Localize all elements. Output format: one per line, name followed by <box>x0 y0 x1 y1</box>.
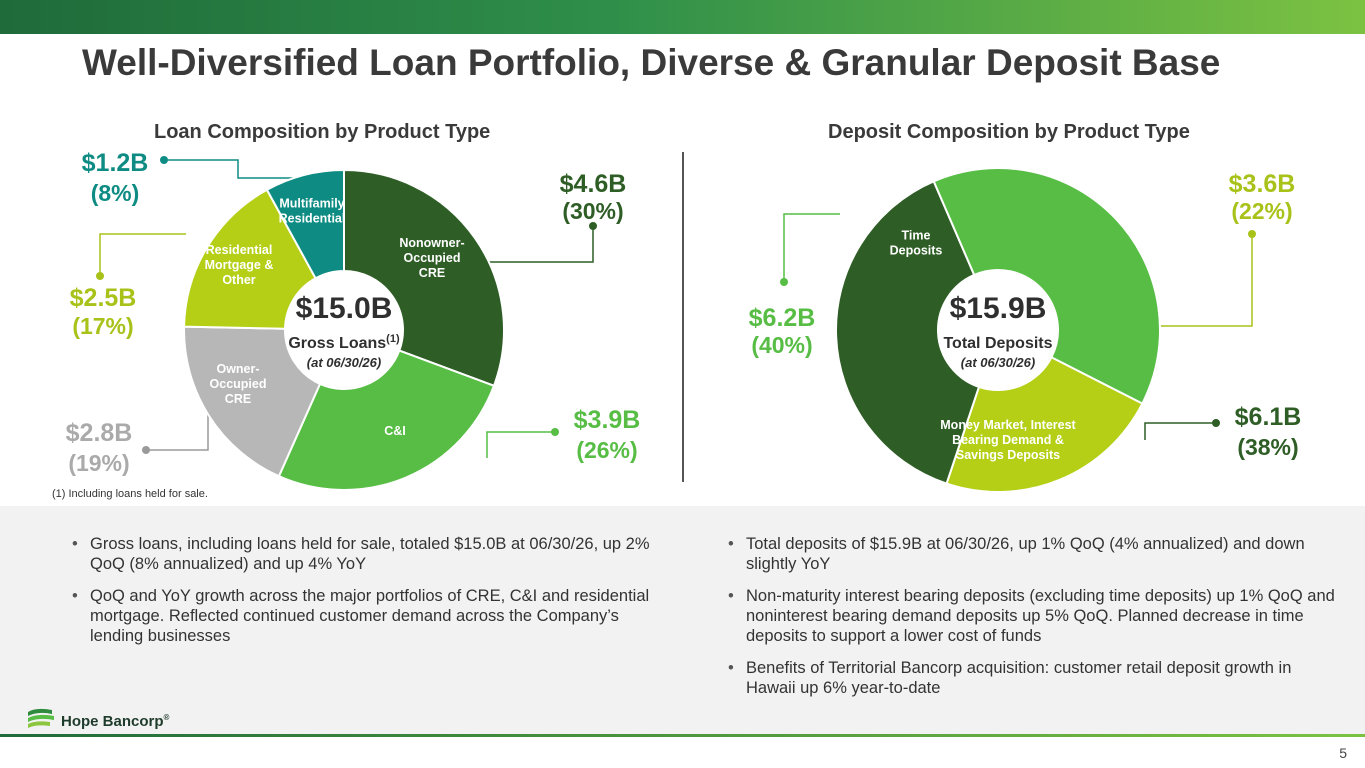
deposit-slice-money-market-interest-bearing-demand-savings-deposits <box>835 179 981 485</box>
deposit-slice-label: Savings Deposits <box>956 448 1060 462</box>
loan-slice-label: Occupied <box>404 251 461 265</box>
loan-center-date: (at 06/30/26) <box>307 355 381 370</box>
deposit-callout-line <box>783 213 840 282</box>
loan-callout-dot <box>160 156 168 164</box>
deposit-value-label: $6.1B <box>1235 403 1302 431</box>
loan-callout-line <box>99 233 186 276</box>
loan-slice-label: Nonowner- <box>399 236 464 250</box>
loan-value-label: $2.5B <box>70 284 137 312</box>
loan-slice-nonowner-occupied-cre <box>343 168 505 388</box>
deposit-percent-label: (38%) <box>1237 434 1298 460</box>
deposit-center-total: $15.9B <box>950 292 1047 325</box>
deposit-commentary: Total deposits of $15.9B at 06/30/26, up… <box>728 534 1338 710</box>
brand-name: Hope Bancorp® <box>61 713 170 730</box>
bottom-rule <box>0 734 1365 737</box>
loan-value-label: $4.6B <box>560 170 627 198</box>
loan-value-label: $1.2B <box>82 149 149 177</box>
loan-center-total: $15.0B <box>296 292 393 325</box>
deposit-chart-title: Deposit Composition by Product Type <box>828 121 1190 143</box>
loan-percent-label: (8%) <box>91 180 140 206</box>
loan-slice-label: Residential <box>206 243 273 257</box>
chart-divider <box>682 152 684 482</box>
page-number: 5 <box>1339 745 1347 761</box>
loan-value-label: $2.8B <box>66 419 133 447</box>
footnote: (1) Including loans held for sale. <box>52 488 208 500</box>
deposit-percent-label: (22%) <box>1231 198 1292 224</box>
loan-callout-dot <box>551 428 559 436</box>
loan-center-label: Gross Loans(1) <box>288 333 400 352</box>
deposit-bullet: Benefits of Territorial Bancorp acquisit… <box>728 658 1338 698</box>
loan-slice-label: Other <box>222 273 255 287</box>
deposit-callout-line <box>1144 422 1216 440</box>
deposit-slice-label: Time <box>902 229 931 243</box>
deposit-slice-label: Money Market, Interest <box>940 418 1076 432</box>
loan-value-label: $3.9B <box>574 406 641 434</box>
loan-slice-label: Occupied <box>210 377 267 391</box>
loan-percent-label: (30%) <box>562 198 623 224</box>
loan-commentary: Gross loans, including loans held for sa… <box>72 534 662 658</box>
deposit-callout-line <box>1160 234 1253 327</box>
loan-bullet: QoQ and YoY growth across the major port… <box>72 586 662 646</box>
deposit-callout-dot <box>1248 230 1256 238</box>
page-title: Well-Diversified Loan Portfolio, Diverse… <box>82 42 1221 83</box>
top-gradient-bar <box>0 0 1365 34</box>
loan-callout-dot <box>142 446 150 454</box>
loan-chart-title: Loan Composition by Product Type <box>154 121 491 143</box>
deposit-slice-label: Bearing Demand & <box>952 433 1064 447</box>
loan-slice-label: CRE <box>225 392 251 406</box>
loan-slice-label: Residential <box>279 212 346 226</box>
loan-slice-label: Multifamily <box>279 197 344 211</box>
deposit-slice-label: Deposits <box>890 244 943 258</box>
deposit-callout-dot <box>1212 419 1220 427</box>
loan-donut-hole <box>285 271 403 389</box>
loan-slice-label: Owner- <box>216 362 259 376</box>
loan-percent-label: (17%) <box>72 313 133 339</box>
loan-callout-dot <box>589 222 597 230</box>
loan-center-footnote-ref: (1) <box>386 333 400 345</box>
loan-bullet: Gross loans, including loans held for sa… <box>72 534 662 574</box>
loan-slice-label: C&I <box>384 424 406 438</box>
loan-callout-dot <box>96 272 104 280</box>
deposit-center-date: (at 06/30/26) <box>961 355 1035 370</box>
hope-bancorp-logo-icon <box>28 708 54 728</box>
deposit-bullet: Non-maturity interest bearing deposits (… <box>728 586 1338 646</box>
deposit-value-label: $3.6B <box>1229 170 1296 198</box>
loan-callout-line <box>486 431 555 458</box>
loan-percent-label: (26%) <box>576 437 637 463</box>
deposit-value-label: $6.2B <box>749 304 816 332</box>
deposit-callout-dot <box>780 278 788 286</box>
loan-slice-label: Mortgage & <box>205 258 274 272</box>
loan-callout-line <box>486 226 594 263</box>
loan-slice-label: CRE <box>419 266 445 280</box>
deposit-bullet: Total deposits of $15.9B at 06/30/26, up… <box>728 534 1338 574</box>
loan-percent-label: (19%) <box>68 450 129 476</box>
loan-callout-line <box>164 159 316 179</box>
deposit-donut-hole <box>938 270 1058 390</box>
deposit-percent-label: (40%) <box>751 332 812 358</box>
deposit-center-label: Total Deposits <box>943 335 1052 352</box>
